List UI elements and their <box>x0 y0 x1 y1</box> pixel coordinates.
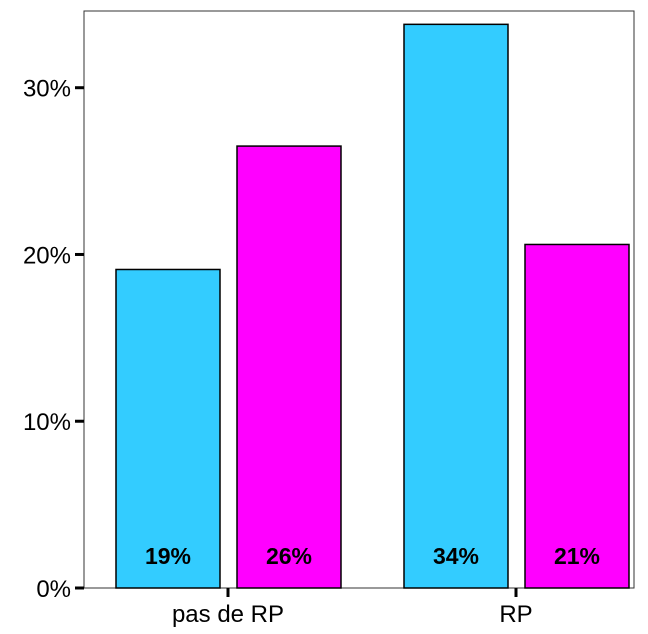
bar-magenta-1 <box>236 145 342 589</box>
bar-value-label: 19% <box>145 543 191 569</box>
bar-labels-group: 19% 34% 26% 21% <box>145 543 600 569</box>
y-tick-label: 0% <box>36 576 71 603</box>
bar-value-label: 21% <box>554 543 600 569</box>
x-axis: pas de RP RP <box>172 588 533 628</box>
bar-cyan-2 <box>403 23 509 589</box>
y-tick-label: 10% <box>23 409 71 436</box>
y-tick-label: 20% <box>23 242 71 269</box>
bar-cyan-1 <box>115 268 221 589</box>
y-axis: 0% 10% 20% 30% <box>23 76 84 603</box>
bars-group <box>115 23 630 589</box>
bar-value-label: 34% <box>433 543 479 569</box>
x-tick-label: pas de RP <box>172 601 284 628</box>
y-tick-label: 30% <box>23 76 71 103</box>
bar-value-label: 26% <box>266 543 312 569</box>
x-tick-label: RP <box>499 601 532 628</box>
bar-magenta-2 <box>524 243 630 589</box>
